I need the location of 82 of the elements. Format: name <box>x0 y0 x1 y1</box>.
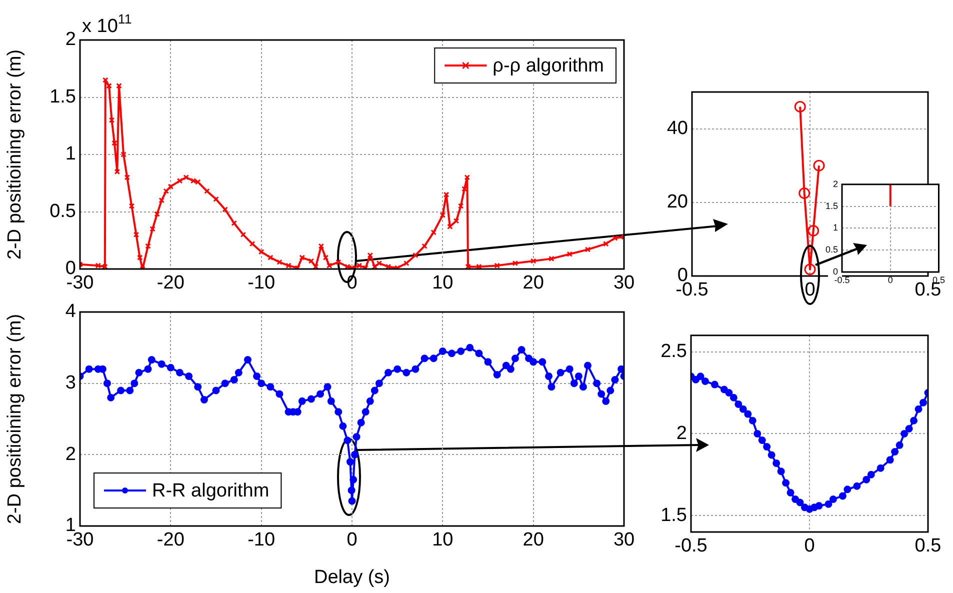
y-axis-title: 2-D positioining error (m) <box>4 49 26 260</box>
point <box>754 430 762 438</box>
point <box>905 425 913 433</box>
y-tick-label: 0 <box>832 266 838 276</box>
y-tick-label: 1.5 <box>50 86 76 108</box>
y-tick-label: 4 <box>65 301 76 322</box>
point <box>739 405 747 413</box>
x-tick-label: 30 <box>613 272 635 294</box>
point <box>696 372 704 380</box>
point <box>730 394 738 402</box>
y-tick-label: 2 <box>832 178 838 189</box>
point <box>853 482 861 490</box>
x-tick-label: 10 <box>432 272 454 294</box>
point <box>782 479 790 487</box>
point <box>862 476 870 484</box>
x-tick-label: 10 <box>432 530 454 551</box>
point <box>725 388 733 396</box>
point <box>763 443 771 451</box>
point <box>744 410 752 418</box>
x-tick-label: -30 <box>66 530 94 551</box>
point <box>701 378 709 386</box>
point <box>914 405 922 413</box>
point <box>824 500 832 508</box>
x-tick-label: -10 <box>248 530 276 551</box>
x-tick-label: 0.5 <box>914 536 942 557</box>
x-axis-title: Delay (s) <box>314 566 390 588</box>
point <box>748 416 756 424</box>
y-tick-label: 2 <box>65 29 76 50</box>
x-tick-label: -0.5 <box>834 274 850 285</box>
y-tick-label: 40 <box>666 118 688 140</box>
y-tick-label: 1 <box>65 144 76 165</box>
point <box>692 376 700 384</box>
y-tick-label: 2 <box>676 422 687 444</box>
x-tick-label: -20 <box>156 272 184 294</box>
legend-label: R-R algorithm <box>152 480 270 502</box>
point <box>876 464 884 472</box>
point <box>798 187 810 199</box>
x-tick-label: 0 <box>804 536 815 557</box>
y-tick-label: 2 <box>65 444 76 465</box>
x-tick-label: -10 <box>248 272 276 294</box>
y-tick-label: 0.5 <box>50 200 76 222</box>
x-tick-label: -0.5 <box>674 536 708 557</box>
point <box>792 495 800 503</box>
x-tick-label: 20 <box>522 530 544 551</box>
y-tick-label: 3 <box>65 372 76 394</box>
x-tick-label: 0 <box>888 274 893 285</box>
point <box>910 416 918 424</box>
y-tick-label: 1.5 <box>825 200 838 211</box>
point <box>777 468 785 476</box>
x-tick-label: 0 <box>804 280 816 301</box>
point <box>920 398 928 406</box>
y-tick-label: 0.5 <box>825 244 838 255</box>
x-tick-label: 0 <box>346 530 358 551</box>
point <box>796 498 804 506</box>
y-tick-label: 1 <box>832 222 838 233</box>
point <box>804 264 816 276</box>
point <box>772 459 780 467</box>
point <box>710 380 718 388</box>
y-axis-title: 2-D positioining error (m) <box>4 314 26 524</box>
point <box>734 400 742 408</box>
point <box>813 160 825 172</box>
y-tick-label: 20 <box>666 192 688 213</box>
point <box>758 436 766 444</box>
y-tick-label: 2.5 <box>660 341 687 362</box>
point <box>768 451 776 459</box>
point <box>786 488 794 496</box>
point <box>844 486 852 494</box>
point <box>829 495 837 503</box>
legend-label: ρ-ρ algorithm <box>492 56 604 77</box>
point <box>867 470 875 478</box>
point <box>815 502 823 510</box>
x-tick-label: 20 <box>522 272 544 294</box>
point <box>900 430 908 438</box>
point <box>896 441 904 449</box>
point <box>794 100 806 112</box>
x-tick-label: -20 <box>156 530 184 551</box>
point <box>891 448 899 456</box>
point <box>886 456 894 464</box>
point <box>838 492 846 500</box>
point <box>808 224 820 236</box>
x-tick-label: 30 <box>613 530 635 551</box>
y-tick-label: 1.5 <box>660 504 687 526</box>
